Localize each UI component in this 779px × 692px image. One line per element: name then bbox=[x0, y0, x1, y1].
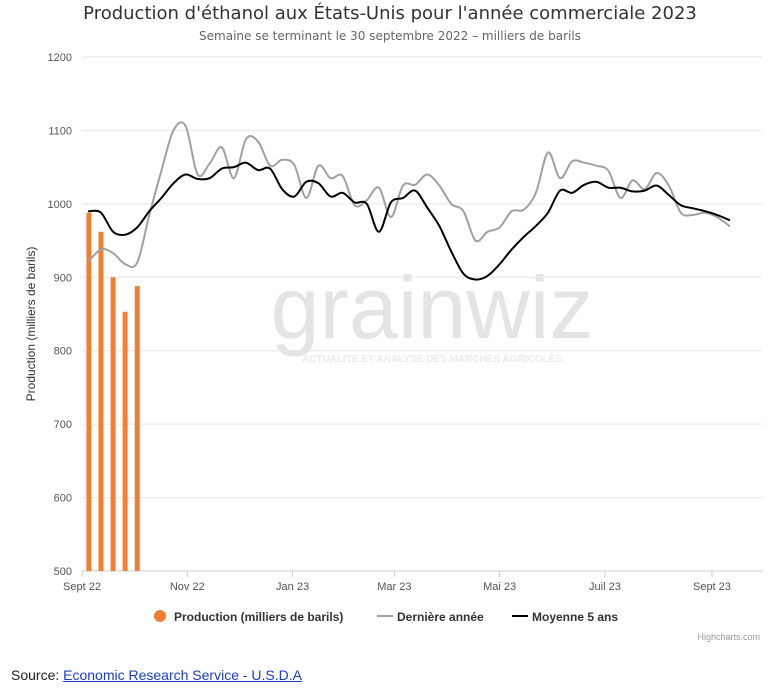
y-tick-label: 500 bbox=[54, 566, 72, 578]
x-tick-label: Sept 23 bbox=[693, 581, 731, 593]
x-tick-label: Mar 23 bbox=[377, 581, 411, 593]
legend-item[interactable]: Production (milliers de barils) bbox=[154, 610, 343, 624]
production-bar[interactable] bbox=[110, 277, 116, 571]
legend-item[interactable]: Moyenne 5 ans bbox=[512, 610, 618, 624]
last-year-line[interactable] bbox=[87, 121, 731, 269]
y-tick-label: 700 bbox=[54, 419, 72, 431]
grainwiz-watermark: grainwiz ACTUALITÉ ET ANALYSE DES MARCHÉ… bbox=[271, 258, 594, 365]
series-lines bbox=[87, 121, 731, 281]
legend-label: Dernière année bbox=[397, 610, 484, 624]
chart-gridlines bbox=[82, 56, 762, 572]
legend-symbol-circle bbox=[154, 610, 166, 622]
ethanol-production-chart: grainwiz ACTUALITÉ ET ANALYSE DES MARCHÉ… bbox=[24, 2, 762, 642]
watermark-logo-text: grainwiz bbox=[271, 258, 594, 357]
x-tick-label: Jan 23 bbox=[276, 581, 309, 593]
y-tick-label: 600 bbox=[54, 493, 72, 505]
y-tick-label: 1200 bbox=[48, 52, 72, 64]
legend-item[interactable]: Dernière année bbox=[377, 610, 484, 624]
chart-legend: Production (milliers de barils) Dernière … bbox=[154, 610, 618, 624]
y-tick-label: 1100 bbox=[48, 125, 72, 137]
chart-title: Production d'éthanol aux États-Unis pour… bbox=[83, 2, 697, 24]
production-bar[interactable] bbox=[98, 231, 104, 571]
x-tick-label: Nov 22 bbox=[170, 581, 205, 593]
production-bar[interactable] bbox=[86, 212, 92, 571]
y-tick-label: 1000 bbox=[48, 199, 72, 211]
y-axis-ticks: 500 600 700 800 900 1000 1100 1200 bbox=[48, 52, 72, 578]
x-axis-ticks: Sept 22 Nov 22 Jan 23 Mar 23 Mai 23 Juil 23 Se… bbox=[63, 571, 731, 593]
five-year-average-line[interactable] bbox=[87, 161, 731, 281]
legend-label: Moyenne 5 ans bbox=[532, 610, 618, 624]
x-tick-label: Mai 23 bbox=[483, 581, 516, 593]
watermark-tagline: ACTUALITÉ ET ANALYSE DES MARCHÉS AGRICOL… bbox=[302, 352, 562, 365]
source-label: Source: bbox=[11, 667, 60, 683]
x-tick-label: Sept 22 bbox=[63, 581, 101, 593]
production-bars bbox=[86, 212, 140, 571]
y-axis-title: Production (milliers de barils) bbox=[24, 247, 38, 402]
production-bar[interactable] bbox=[122, 311, 128, 571]
chart-subtitle: Semaine se terminant le 30 septembre 202… bbox=[199, 29, 581, 43]
legend-label: Production (milliers de barils) bbox=[174, 610, 343, 624]
x-tick-label: Juil 23 bbox=[589, 581, 621, 593]
production-bar[interactable] bbox=[134, 286, 140, 571]
source-line: Source: Economic Research Service - U.S.… bbox=[11, 667, 302, 683]
y-tick-label: 900 bbox=[54, 272, 72, 284]
highcharts-credits[interactable]: Highcharts.com bbox=[697, 632, 760, 642]
source-link[interactable]: Economic Research Service - U.S.D.A bbox=[63, 667, 302, 683]
y-tick-label: 800 bbox=[54, 346, 72, 358]
